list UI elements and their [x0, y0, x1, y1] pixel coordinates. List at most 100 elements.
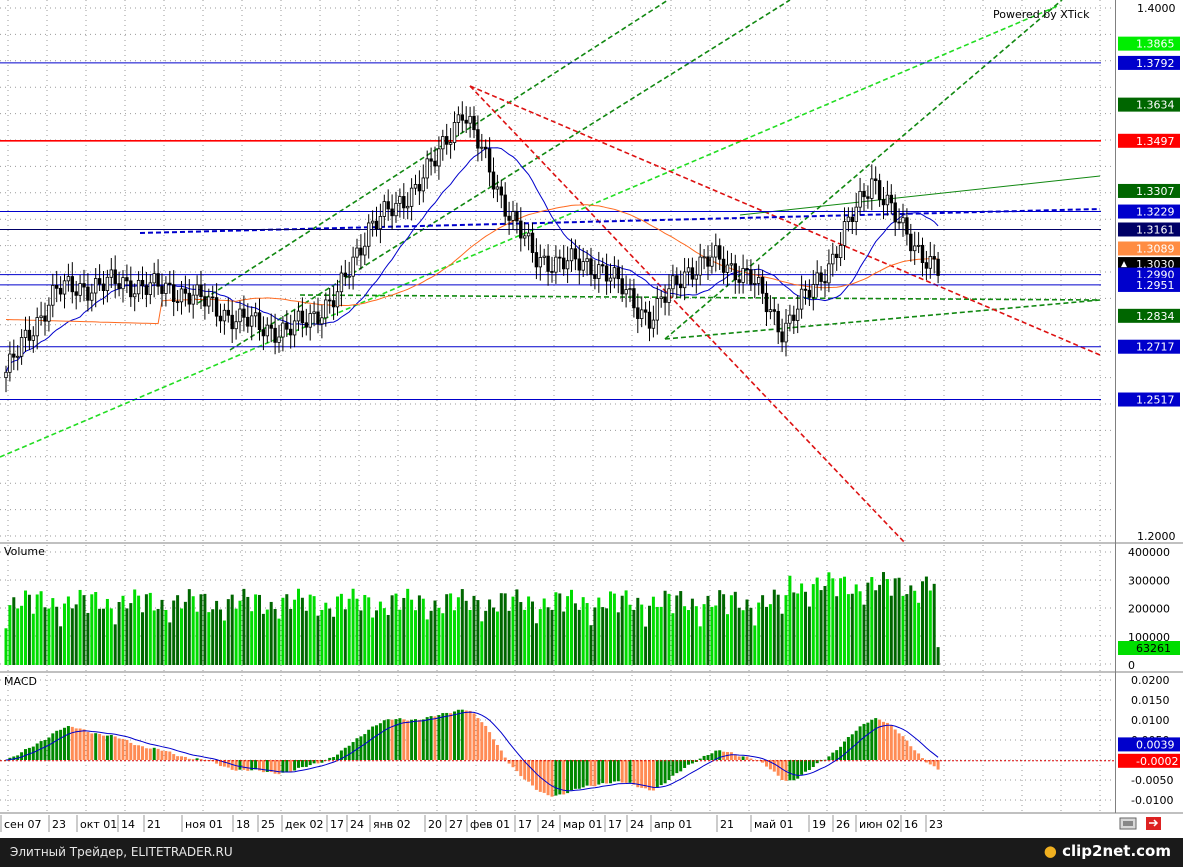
volume-bar	[702, 604, 706, 665]
macd-bar	[363, 734, 367, 760]
volume-bar	[137, 595, 141, 665]
volume-bar	[921, 581, 924, 665]
level-tag-bg	[1118, 183, 1180, 198]
macd-bar	[371, 726, 375, 760]
volume-bar	[819, 590, 823, 665]
candle-body	[265, 324, 269, 337]
macd-bar	[484, 725, 488, 760]
macd-bar	[628, 760, 632, 783]
horizontal-levels	[0, 62, 1101, 401]
volume-bar	[866, 582, 870, 665]
candle-body	[218, 315, 223, 322]
volume-bar	[749, 607, 753, 665]
volume-bar	[20, 605, 24, 665]
macd-bar	[86, 731, 90, 760]
clip2net-logo[interactable]: ● clip2net.com	[1043, 842, 1171, 860]
macd-bar	[472, 713, 476, 760]
y-tick-label: 1.4000	[1137, 2, 1176, 15]
exit-icon[interactable]	[1146, 817, 1161, 830]
volume-bar	[347, 598, 351, 665]
candle-body	[207, 296, 211, 307]
volume-bar	[191, 596, 195, 665]
volume-bar	[445, 594, 449, 665]
macd-bar	[616, 760, 620, 782]
volume-bar	[885, 579, 889, 665]
candle-body	[718, 245, 722, 260]
volume-bar	[156, 608, 160, 665]
candle-body	[690, 267, 695, 280]
macd-last-tag-bg	[1118, 753, 1180, 768]
candle-body	[39, 315, 43, 318]
volume-bar	[117, 602, 121, 665]
volume-bar	[265, 609, 269, 665]
macd-bar	[219, 760, 222, 767]
candle-body	[312, 311, 316, 314]
candle-body	[288, 328, 293, 336]
volume-bar	[651, 596, 655, 665]
macd-bar	[648, 760, 651, 791]
macd-bar	[737, 756, 741, 760]
volume-bar	[729, 595, 733, 665]
candle-body	[819, 272, 823, 282]
macd-bar	[624, 760, 628, 783]
volume-bar	[129, 603, 133, 665]
candle-body	[27, 329, 32, 341]
candle-body	[113, 269, 117, 284]
candle-body	[160, 285, 164, 294]
candle-body	[846, 216, 851, 222]
volume-bar	[495, 611, 499, 665]
volume-bar	[472, 595, 476, 665]
candle-body	[823, 281, 827, 284]
x-tick-label: 24	[350, 818, 364, 831]
candle-body	[109, 269, 113, 278]
volume-bar	[683, 606, 687, 665]
macd-bar	[917, 753, 921, 760]
macd-bar	[671, 760, 675, 776]
candle-body	[331, 300, 336, 308]
volume-bar	[464, 600, 468, 665]
candle-body	[164, 282, 168, 294]
macd-bar	[523, 760, 527, 780]
volume-bar	[655, 606, 659, 665]
candle-body	[66, 276, 71, 282]
volume-bar	[402, 597, 406, 665]
macd-histogram	[4, 709, 940, 797]
volume-bar	[601, 607, 605, 665]
volume-bar	[152, 610, 156, 665]
macd-bar	[281, 760, 285, 773]
scroll-icon[interactable]	[1119, 817, 1137, 830]
level-tag-bg	[1118, 308, 1180, 323]
volume-bar	[811, 584, 815, 665]
volume-bar	[203, 593, 207, 665]
macd-bar	[765, 760, 768, 767]
macd-bar	[386, 719, 390, 760]
macd-bar	[757, 760, 761, 761]
candle-body	[640, 309, 644, 319]
macd-tick-label: -0.0050	[1131, 774, 1173, 787]
volume-bar	[351, 588, 355, 665]
volume-bar	[109, 608, 113, 665]
macd-bar	[858, 726, 862, 760]
macd-bar	[835, 750, 839, 760]
macd-bar	[254, 760, 258, 770]
macd-bar	[897, 733, 901, 760]
volume-bar	[527, 596, 531, 665]
volume-bar	[328, 608, 332, 665]
macd-bar	[889, 725, 893, 760]
macd-bar	[862, 723, 866, 760]
volume-bar	[698, 626, 702, 665]
macd-bar	[924, 760, 928, 763]
macd-bar	[121, 738, 125, 760]
level-tag-bg	[1118, 392, 1180, 407]
volume-bar	[300, 597, 304, 665]
macd-bar	[250, 760, 254, 771]
macd-bar	[20, 752, 24, 760]
macd-bar	[137, 745, 141, 760]
candle-body	[152, 273, 156, 284]
candle-body	[663, 296, 667, 303]
x-tick-label: май 01	[754, 818, 794, 831]
volume-bar	[644, 626, 648, 665]
macd-bar	[433, 716, 437, 760]
candle-body	[889, 194, 893, 204]
volume-bar	[238, 600, 242, 665]
